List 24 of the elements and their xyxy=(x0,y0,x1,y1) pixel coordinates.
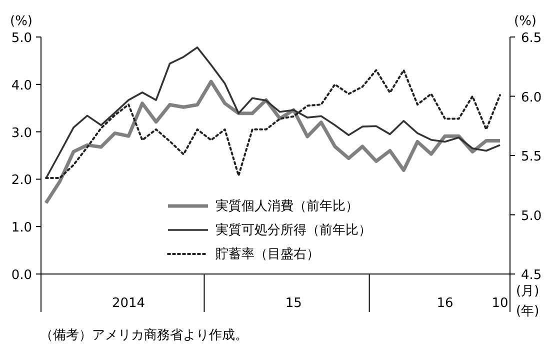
y-tick-label: 0.0 xyxy=(11,268,32,283)
y2-tick-label: 5.5 xyxy=(521,150,542,164)
x-tick-label: 10 xyxy=(492,296,508,311)
line-series xyxy=(45,46,501,180)
legend-label: 実質個人消費（前年比） xyxy=(216,198,358,215)
legend-label: 実質可処分所得（前年比） xyxy=(216,222,372,239)
x-tick-label: 16 xyxy=(436,296,454,311)
y-tick-label: 3.0 xyxy=(11,126,32,141)
x-tick-label: 2014 xyxy=(112,296,146,311)
line-series xyxy=(45,69,501,180)
y-tick-label: 1.0 xyxy=(11,220,32,236)
y2-tick-label: 4.5 xyxy=(521,268,542,283)
y-tick-label: 4.0 xyxy=(11,78,32,94)
legend-label: 貯蓄率（目盛右） xyxy=(216,246,320,263)
y-tick-label: 2.0 xyxy=(11,173,32,188)
y2-axis-title: (%) xyxy=(514,14,536,29)
y-axis-title: (%) xyxy=(10,14,32,29)
y-tick-label: 5.0 xyxy=(11,31,32,46)
x-axis-title: (月) (年) xyxy=(516,283,540,320)
y2-tick-label: 6.5 xyxy=(521,31,542,46)
y2-tick-label: 6.0 xyxy=(521,90,542,106)
y2-tick-label: 5.0 xyxy=(521,208,542,224)
text: （備考）アメリカ商務省より作成。 xyxy=(40,327,248,344)
x-tick-label: 15 xyxy=(285,296,302,311)
